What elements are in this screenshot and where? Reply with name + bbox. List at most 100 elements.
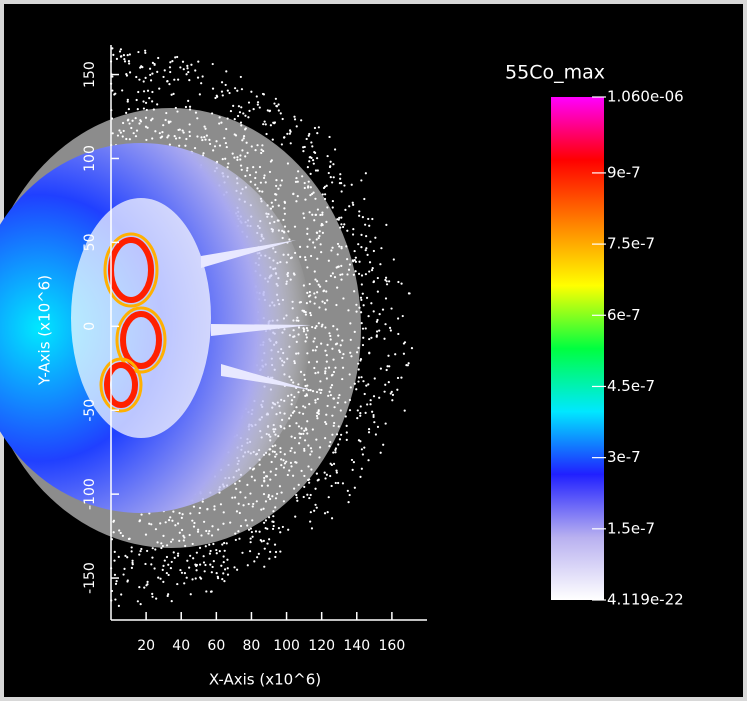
particle [130,550,133,553]
particle [177,78,180,81]
particle [187,99,190,102]
particle [211,87,215,90]
particle [234,538,237,542]
particle [376,276,379,280]
particle [180,571,184,574]
particle [263,120,266,123]
y-tick-label: -100 [82,478,98,510]
particle [397,332,400,336]
particle [367,217,370,221]
particle [111,89,114,92]
particle [162,75,165,79]
particle [370,269,374,272]
particle [281,525,284,529]
particle [353,249,356,253]
particle [403,409,406,412]
particle [262,93,266,96]
particle [288,129,292,132]
particle [174,56,177,59]
particle [329,474,332,478]
particle [272,515,275,518]
particle [146,89,150,92]
particle [119,55,123,58]
particle [142,107,146,110]
particle [128,71,132,74]
particle [381,308,385,311]
particle [186,559,189,562]
particle [302,495,305,499]
particle [179,66,182,69]
particle [223,568,227,571]
particle [350,458,354,462]
particle [367,315,370,318]
particle [233,87,237,90]
particle [371,267,374,270]
particle [295,493,298,497]
particle [118,50,122,53]
particle [408,292,411,295]
particle [332,462,336,465]
colorbar-tick-label: 9e-7 [607,163,641,181]
particle [353,486,356,489]
particle [354,260,358,263]
particle [228,91,231,95]
particle [241,551,244,554]
particle [379,367,382,370]
particle [360,274,364,277]
particle [364,172,367,175]
particle [191,578,194,581]
particle [387,381,390,384]
particle [260,540,263,543]
particle [379,451,382,454]
particle [287,528,290,531]
particle [400,282,403,285]
colorbar-tick-label: 1.5e-7 [607,519,655,537]
particle [385,283,389,286]
particle [372,280,376,283]
particle [122,53,126,57]
particle [113,559,116,562]
particle [262,123,265,126]
particle [275,104,278,108]
particle [122,573,125,576]
particle [296,499,299,502]
particle [273,121,277,124]
particle [311,145,314,148]
particle [368,224,371,227]
particle [335,469,338,472]
particle [309,493,312,497]
particle [334,451,337,454]
particle [138,78,141,81]
particle [372,413,375,417]
particle [333,148,337,151]
particle [264,123,267,126]
particle [358,214,361,217]
particle [384,297,388,300]
particle [389,392,392,395]
particle [226,567,229,570]
particle [203,570,206,573]
particle [330,484,333,488]
particle [288,132,291,135]
particle [354,256,357,259]
particle [226,573,230,576]
particle [142,100,145,103]
particle [264,527,267,530]
particle [195,564,198,568]
x-tick-label: 100 [273,638,300,654]
particle [125,74,129,77]
particle [216,95,219,98]
particle [295,125,298,128]
particle [144,49,147,52]
particle [368,270,371,273]
particle [163,69,166,72]
particle [151,595,154,598]
particle [119,48,123,51]
particle [148,67,152,70]
particle [328,135,331,139]
particle [144,562,147,566]
particle [195,569,198,572]
particle [360,376,363,379]
particle [385,223,388,226]
